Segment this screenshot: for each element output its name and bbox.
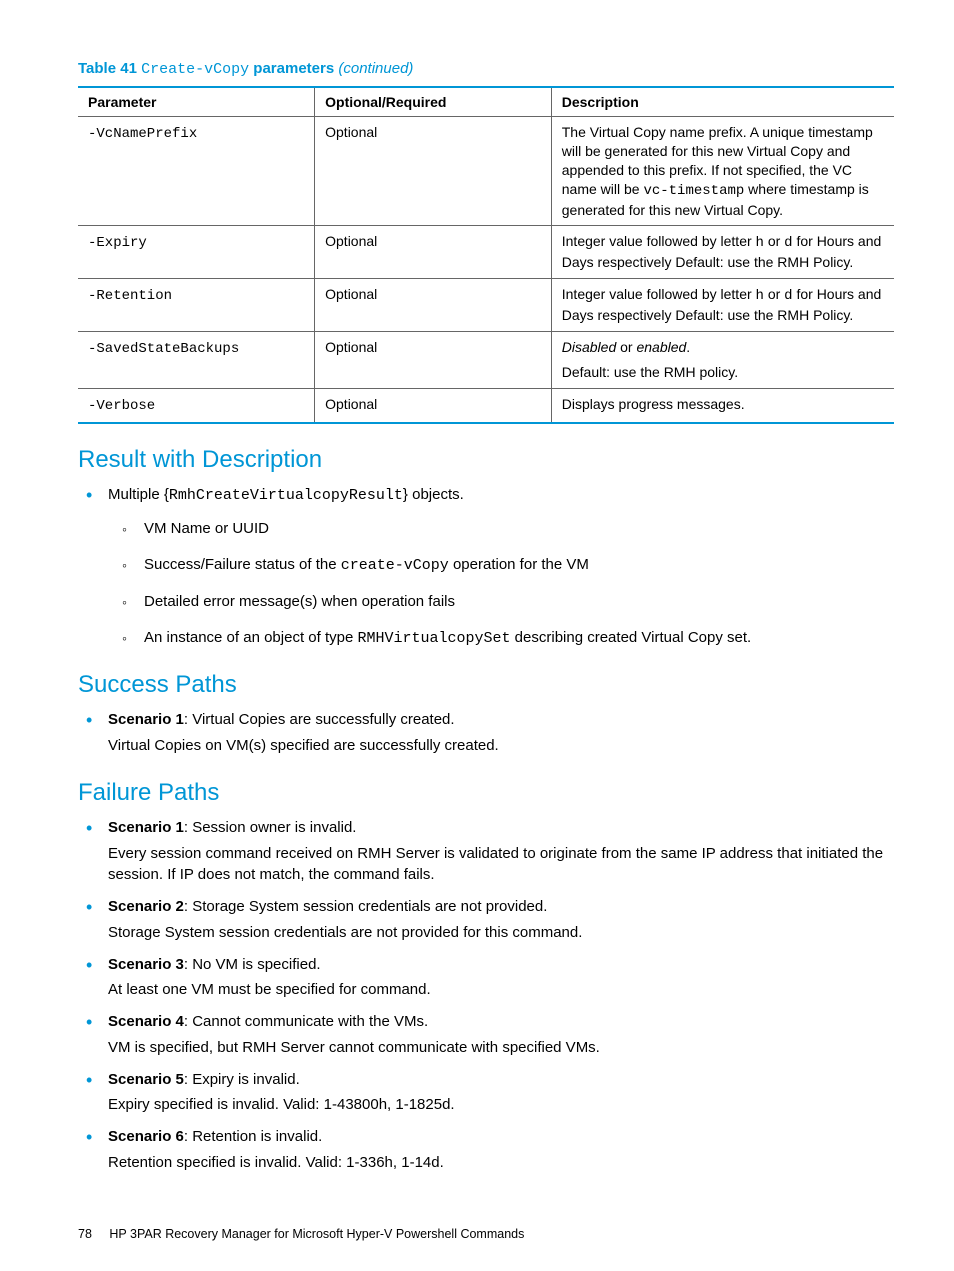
success-list: Scenario 1: Virtual Copies are successfu… [78,709,894,757]
list-item: Scenario 6: Retention is invalid.Retenti… [108,1126,894,1174]
page-footer: 78 HP 3PAR Recovery Manager for Microsof… [78,1227,524,1241]
scenario-desc: Storage System session credentials are n… [108,922,894,944]
param-desc: The Virtual Copy name prefix. A unique t… [551,117,894,226]
section-success-heading: Success Paths [78,671,894,699]
table-row: -Expiry Optional Integer value followed … [78,226,894,279]
list-item: Scenario 1: Session owner is invalid.Eve… [108,817,894,886]
table-header-row: Parameter Optional/Required Description [78,87,894,117]
param-opt: Optional [315,117,552,226]
param-desc: Displays progress messages. [551,388,894,422]
scenario-desc: Retention specified is invalid. Valid: 1… [108,1152,894,1174]
table-row: -Retention Optional Integer value follow… [78,279,894,332]
param-name: -VcNamePrefix [88,126,197,142]
list-item: Detailed error message(s) when operation… [144,591,894,613]
scenario-label: Scenario 1 [108,819,184,836]
param-name: -Expiry [88,235,147,251]
scenario-label: Scenario 5 [108,1071,184,1088]
caption-params: parameters [253,60,334,77]
result-sublist: VM Name or UUID Success/Failure status o… [108,518,894,649]
section-result-heading: Result with Description [78,446,894,474]
footer-title: HP 3PAR Recovery Manager for Microsoft H… [109,1227,524,1241]
list-item: Success/Failure status of the create-vCo… [144,554,894,577]
scenario-desc: Every session command received on RMH Se… [108,843,894,887]
scenario-label: Scenario 6 [108,1128,184,1145]
param-name: -SavedStateBackups [88,341,239,357]
parameters-table: Parameter Optional/Required Description … [78,86,894,424]
scenario-desc: Virtual Copies on VM(s) specified are su… [108,735,894,757]
scenario-label: Scenario 3 [108,956,184,973]
list-item: Scenario 5: Expiry is invalid.Expiry spe… [108,1069,894,1117]
list-item: An instance of an object of type RMHVirt… [144,627,894,650]
scenario-label: Scenario 1 [108,711,184,728]
caption-label: Table 41 [78,60,137,77]
caption-cmd: Create-vCopy [141,61,249,78]
param-opt: Optional [315,388,552,422]
table-row: -VcNamePrefix Optional The Virtual Copy … [78,117,894,226]
param-opt: Optional [315,226,552,279]
caption-cont: (continued) [338,60,413,77]
param-name: -Retention [88,288,172,304]
list-item: Scenario 2: Storage System session crede… [108,896,894,944]
section-failure-heading: Failure Paths [78,779,894,807]
scenario-desc: VM is specified, but RMH Server cannot c… [108,1037,894,1059]
table-row: -Verbose Optional Displays progress mess… [78,388,894,422]
list-item: Scenario 4: Cannot communicate with the … [108,1011,894,1059]
scenario-desc: At least one VM must be specified for co… [108,979,894,1001]
failure-list: Scenario 1: Session owner is invalid.Eve… [78,817,894,1174]
param-desc: Integer value followed by letter h or d … [551,279,894,332]
param-name: -Verbose [88,398,155,414]
col-optional: Optional/Required [315,87,552,117]
list-item: Scenario 1: Virtual Copies are successfu… [108,709,894,757]
col-description: Description [551,87,894,117]
param-desc: Integer value followed by letter h or d … [551,226,894,279]
page-number: 78 [78,1227,92,1241]
scenario-label: Scenario 4 [108,1013,184,1030]
table-caption: Table 41 Create-vCopy parameters (contin… [78,60,894,78]
list-item: Scenario 3: No VM is specified.At least … [108,954,894,1002]
list-item: Multiple {RmhCreateVirtualcopyResult} ob… [108,484,894,650]
param-desc: Disabled or enabled.Default: use the RMH… [551,332,894,389]
param-opt: Optional [315,279,552,332]
result-list: Multiple {RmhCreateVirtualcopyResult} ob… [78,484,894,650]
scenario-desc: Expiry specified is invalid. Valid: 1-43… [108,1094,894,1116]
param-opt: Optional [315,332,552,389]
table-row: -SavedStateBackups Optional Disabled or … [78,332,894,389]
col-parameter: Parameter [78,87,315,117]
scenario-label: Scenario 2 [108,898,184,915]
list-item: VM Name or UUID [144,518,894,540]
